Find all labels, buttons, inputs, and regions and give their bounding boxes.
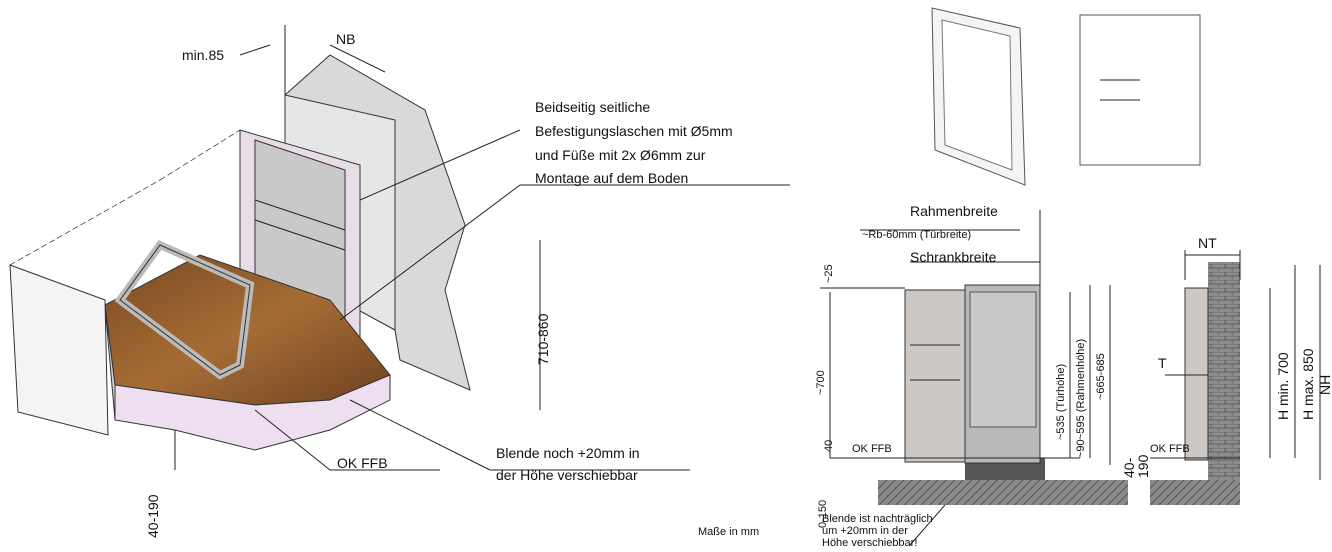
dim-label: 40 — [823, 440, 835, 452]
cabinet-side — [1185, 288, 1208, 460]
dim-label: NH — [1317, 375, 1332, 395]
thumb-side — [1080, 15, 1200, 165]
note: Höhe verschiebbar! — [822, 537, 917, 549]
dim-label: ~Rb-60mm (Türbreite) — [862, 229, 971, 241]
note: Montage auf dem Boden — [535, 170, 688, 186]
page: min.85 NB Beidseitig seitliche Befestigu… — [0, 0, 1332, 552]
dim-label: Rahmenbreite — [910, 203, 998, 219]
dim-label: ~90 — [1075, 439, 1087, 458]
note: der Höhe verschiebbar — [496, 467, 638, 483]
cabinet — [905, 290, 967, 462]
dim-label: min.85 — [182, 47, 224, 63]
dim-label: H min. 700 — [1275, 352, 1291, 420]
dim-label: H max. 850 — [1300, 348, 1316, 420]
isometric-view — [10, 25, 790, 470]
dim-label: Schrankbreite — [910, 249, 997, 265]
side-view — [1150, 250, 1320, 505]
door — [10, 265, 108, 435]
units-note: Maße in mm — [698, 526, 759, 538]
hidden-line — [160, 130, 240, 180]
floor-hatch — [1150, 480, 1240, 505]
floor-label: OK FFB — [1150, 443, 1190, 455]
dim-label: T — [1158, 355, 1167, 371]
dim-label: 710-860 — [535, 313, 551, 365]
dim-label: ~700 — [815, 370, 827, 395]
note: Beidseitig seitliche — [535, 99, 650, 115]
dim-label: 190 — [1135, 454, 1151, 478]
dim-line — [240, 45, 270, 55]
note: Blende ist nachträglich — [822, 513, 933, 525]
note: und Füße mit 2x Ø6mm zur — [535, 147, 706, 163]
door — [970, 292, 1036, 427]
note: um +20mm in der — [822, 525, 908, 537]
dim-label: NT — [1198, 235, 1217, 251]
floor-label: OK FFB — [337, 455, 388, 471]
floor-label: OK FFB — [852, 443, 892, 455]
note: Befestigungslaschen mit Ø5mm — [535, 123, 733, 139]
dim-label: ~535 (Türhöhe) — [1055, 364, 1067, 440]
hidden-line — [10, 180, 160, 265]
dim-label: 40-190 — [145, 494, 161, 538]
note: Blende noch +20mm in — [496, 445, 640, 461]
floor-hatch — [878, 480, 1128, 505]
thumb-iso-door — [942, 20, 1012, 170]
thumbnails — [932, 8, 1200, 185]
wall — [1208, 262, 1240, 480]
dim-label: NB — [336, 31, 355, 47]
dim-label: ~595 (Rahmenhöhe) — [1075, 339, 1087, 440]
dim-label: ~665-685 — [1095, 353, 1107, 400]
dim-label: ~25 — [823, 264, 835, 283]
